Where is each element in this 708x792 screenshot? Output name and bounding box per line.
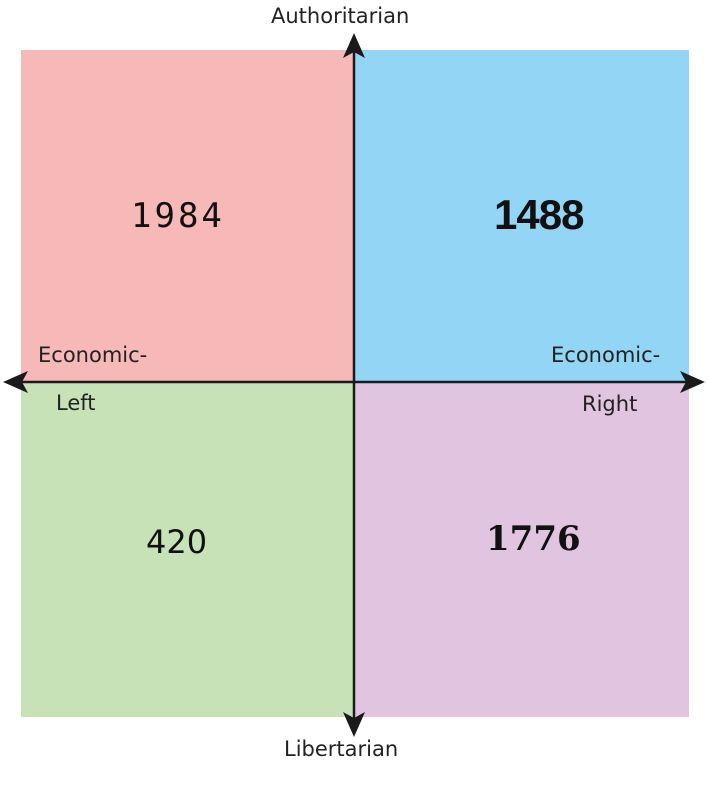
quadrant-label-auth-right: 1488	[494, 191, 584, 238]
axis-label-libertarian: Libertarian	[284, 737, 399, 761]
axis-label-economic-left-line1: Economic-	[38, 343, 148, 367]
quadrant-label-lib-left: 420	[146, 523, 208, 561]
quadrant-label-auth-left: 1984	[131, 196, 225, 236]
quadrant-lib-left: 420	[21, 382, 354, 717]
arrow-up-icon	[343, 33, 365, 58]
arrow-left-icon	[3, 371, 28, 393]
quadrant-auth-right: 1488	[354, 50, 689, 382]
axis-label-economic-left-line2: Left	[56, 391, 96, 415]
axis-label-authoritarian: Authoritarian	[271, 4, 410, 28]
axis-label-economic-right-line2: Right	[582, 392, 638, 416]
arrow-down-icon	[343, 712, 365, 737]
arrow-right-icon	[680, 371, 705, 393]
axis-label-economic-right-line1: Economic-	[551, 343, 661, 367]
quadrant-lib-right: 1776	[354, 382, 689, 717]
quadrant-auth-left: 1984	[21, 50, 354, 382]
quadrant-label-lib-right: 1776	[486, 519, 581, 559]
